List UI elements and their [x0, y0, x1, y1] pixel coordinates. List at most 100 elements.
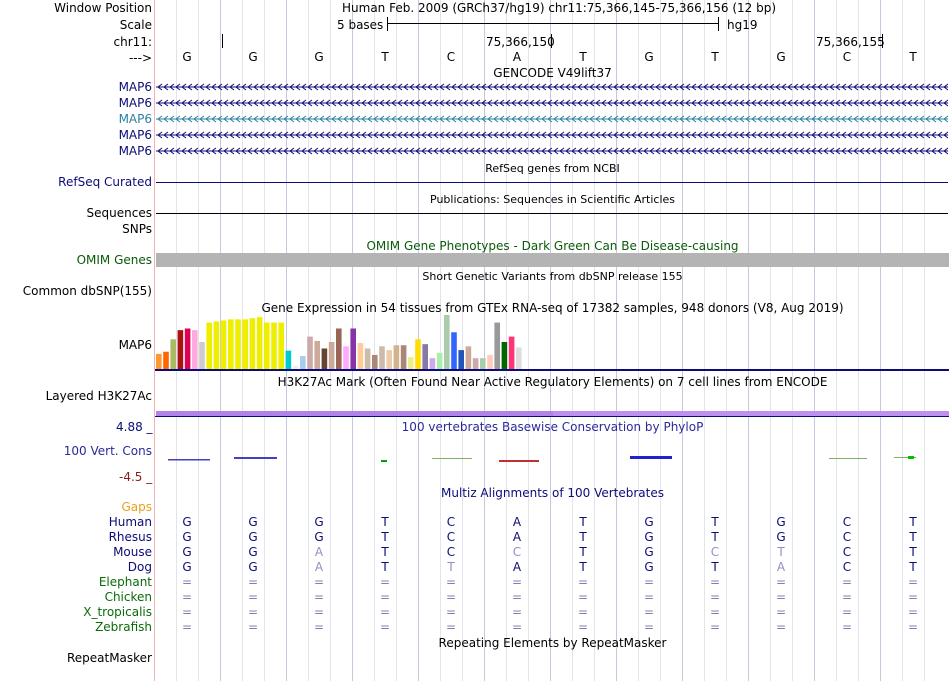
- phylop-track-label[interactable]: 100 Vert. Cons: [63, 444, 152, 458]
- gtex-tissue-bar[interactable]: [184, 328, 191, 370]
- gencode-transcript[interactable]: [156, 82, 948, 92]
- gtex-tissue-bar[interactable]: [156, 353, 162, 369]
- gtex-tissue-bar[interactable]: [472, 358, 479, 369]
- gencode-transcript[interactable]: [156, 146, 948, 156]
- gtex-tissue-bar[interactable]: [408, 357, 414, 369]
- aligned-base: C: [842, 515, 852, 529]
- reference-base: C: [842, 50, 852, 64]
- refseq-feature-line[interactable]: [156, 182, 948, 183]
- repeatmasker-track-label[interactable]: RepeatMasker: [66, 651, 152, 665]
- gencode-transcript[interactable]: [156, 98, 948, 108]
- gtex-tissue-bar[interactable]: [336, 328, 342, 370]
- gtex-tissue-bar[interactable]: [256, 317, 263, 369]
- species-label[interactable]: Human: [108, 515, 152, 529]
- gtex-tissue-bar[interactable]: [343, 346, 349, 369]
- gtex-tissue-bar[interactable]: [400, 345, 407, 369]
- gtex-tissue-bar[interactable]: [192, 330, 198, 369]
- gtex-tissue-bar[interactable]: [379, 346, 385, 369]
- omim-track-label[interactable]: OMIM Genes: [76, 253, 152, 267]
- species-label[interactable]: Mouse: [113, 545, 152, 559]
- scale-assembly: hg19: [727, 18, 758, 32]
- gencode-gene-label[interactable]: MAP6: [118, 80, 152, 94]
- gtex-tissue-bar[interactable]: [220, 320, 227, 369]
- coord-label-2: 75,366,155: [816, 35, 885, 49]
- gtex-tissue-bar[interactable]: [242, 319, 248, 369]
- gencode-transcript[interactable]: [156, 114, 948, 124]
- species-label[interactable]: Elephant: [98, 575, 152, 589]
- gencode-gene-label[interactable]: MAP6: [118, 112, 152, 126]
- reference-base: C: [446, 50, 456, 64]
- species-label[interactable]: Zebrafish: [95, 620, 152, 634]
- gtex-tissue-bar[interactable]: [422, 344, 428, 369]
- gtex-tissue-bar[interactable]: [170, 339, 176, 369]
- aligned-base: =: [841, 575, 853, 589]
- gtex-tissue-bar[interactable]: [249, 318, 256, 369]
- aligned-base: A: [314, 545, 324, 559]
- gtex-tissue-bar[interactable]: [364, 348, 371, 369]
- gtex-tissue-bar[interactable]: [235, 319, 241, 369]
- gtex-tissue-bar[interactable]: [206, 322, 212, 369]
- gtex-track-label[interactable]: MAP6: [118, 338, 152, 352]
- gencode-gene-label[interactable]: MAP6: [118, 144, 152, 158]
- species-label[interactable]: X_tropicalis: [83, 605, 152, 619]
- gtex-tissue-bar[interactable]: [278, 322, 284, 369]
- gencode-gene-label[interactable]: MAP6: [118, 128, 152, 142]
- gtex-tissue-bar[interactable]: [300, 356, 306, 369]
- phylop-max-label: 4.88 _: [116, 420, 153, 434]
- gtex-tissue-bar[interactable]: [328, 342, 335, 369]
- gtex-tissue-bar[interactable]: [516, 347, 522, 369]
- gaps-track-label[interactable]: Gaps: [121, 500, 152, 514]
- aligned-base: =: [181, 575, 193, 589]
- coord-tick-3: [882, 34, 883, 48]
- gencode-gene-label[interactable]: MAP6: [118, 96, 152, 110]
- gtex-tissue-bar[interactable]: [494, 322, 500, 369]
- species-label[interactable]: Rhesus: [108, 530, 152, 544]
- gtex-tissue-bar[interactable]: [487, 354, 493, 369]
- aligned-base: =: [841, 590, 853, 604]
- gtex-expression-chart[interactable]: [156, 315, 536, 370]
- gtex-tissue-bar[interactable]: [415, 339, 421, 369]
- publications-track-label[interactable]: Sequences: [86, 206, 152, 220]
- gtex-tissue-bar[interactable]: [458, 350, 464, 369]
- h3k27ac-signal-right[interactable]: [553, 411, 949, 417]
- gtex-tissue-bar[interactable]: [429, 358, 436, 369]
- gtex-tissue-bar[interactable]: [451, 332, 457, 369]
- gtex-tissue-bar[interactable]: [307, 336, 313, 369]
- gtex-tissue-bar[interactable]: [436, 352, 443, 369]
- gtex-tissue-bar[interactable]: [292, 365, 299, 369]
- species-label[interactable]: Dog: [127, 560, 152, 574]
- h3k27ac-track-label[interactable]: Layered H3K27Ac: [45, 389, 152, 403]
- gencode-transcript[interactable]: [156, 130, 948, 140]
- phylop-bar: [234, 457, 277, 459]
- gtex-tissue-bar[interactable]: [321, 348, 328, 369]
- publications-feature-line[interactable]: [156, 213, 948, 214]
- gtex-tissue-bar[interactable]: [444, 315, 450, 369]
- aligned-base: =: [247, 590, 259, 604]
- gtex-tissue-bar[interactable]: [264, 322, 270, 369]
- snps-track-label[interactable]: SNPs: [122, 222, 152, 236]
- gtex-tissue-bar[interactable]: [199, 342, 205, 369]
- gtex-tissue-bar[interactable]: [508, 336, 515, 369]
- gtex-tissue-bar[interactable]: [163, 351, 169, 369]
- aligned-base: =: [907, 620, 919, 634]
- gtex-tissue-bar[interactable]: [177, 330, 184, 369]
- gtex-tissue-bar[interactable]: [285, 350, 292, 369]
- gtex-tissue-bar[interactable]: [372, 354, 378, 369]
- dbsnp-track-label[interactable]: Common dbSNP(155): [22, 284, 152, 298]
- gtex-tissue-bar[interactable]: [480, 358, 486, 369]
- omim-feature-bar[interactable]: [156, 253, 949, 267]
- gtex-tissue-bar[interactable]: [228, 319, 234, 369]
- gtex-tissue-bar[interactable]: [501, 342, 508, 369]
- phylop-signal[interactable]: [156, 450, 950, 466]
- gtex-tissue-bar[interactable]: [350, 328, 356, 370]
- gtex-tissue-bar[interactable]: [357, 343, 364, 369]
- species-label[interactable]: Chicken: [104, 590, 152, 604]
- gtex-tissue-bar[interactable]: [386, 350, 392, 369]
- gtex-tissue-bar[interactable]: [465, 346, 472, 369]
- refseq-track-label[interactable]: RefSeq Curated: [58, 175, 152, 189]
- gtex-tissue-bar[interactable]: [271, 322, 277, 369]
- h3k27ac-signal-left[interactable]: [156, 411, 553, 417]
- gtex-tissue-bar[interactable]: [314, 340, 320, 369]
- gtex-tissue-bar[interactable]: [213, 321, 220, 369]
- gtex-tissue-bar[interactable]: [393, 345, 400, 369]
